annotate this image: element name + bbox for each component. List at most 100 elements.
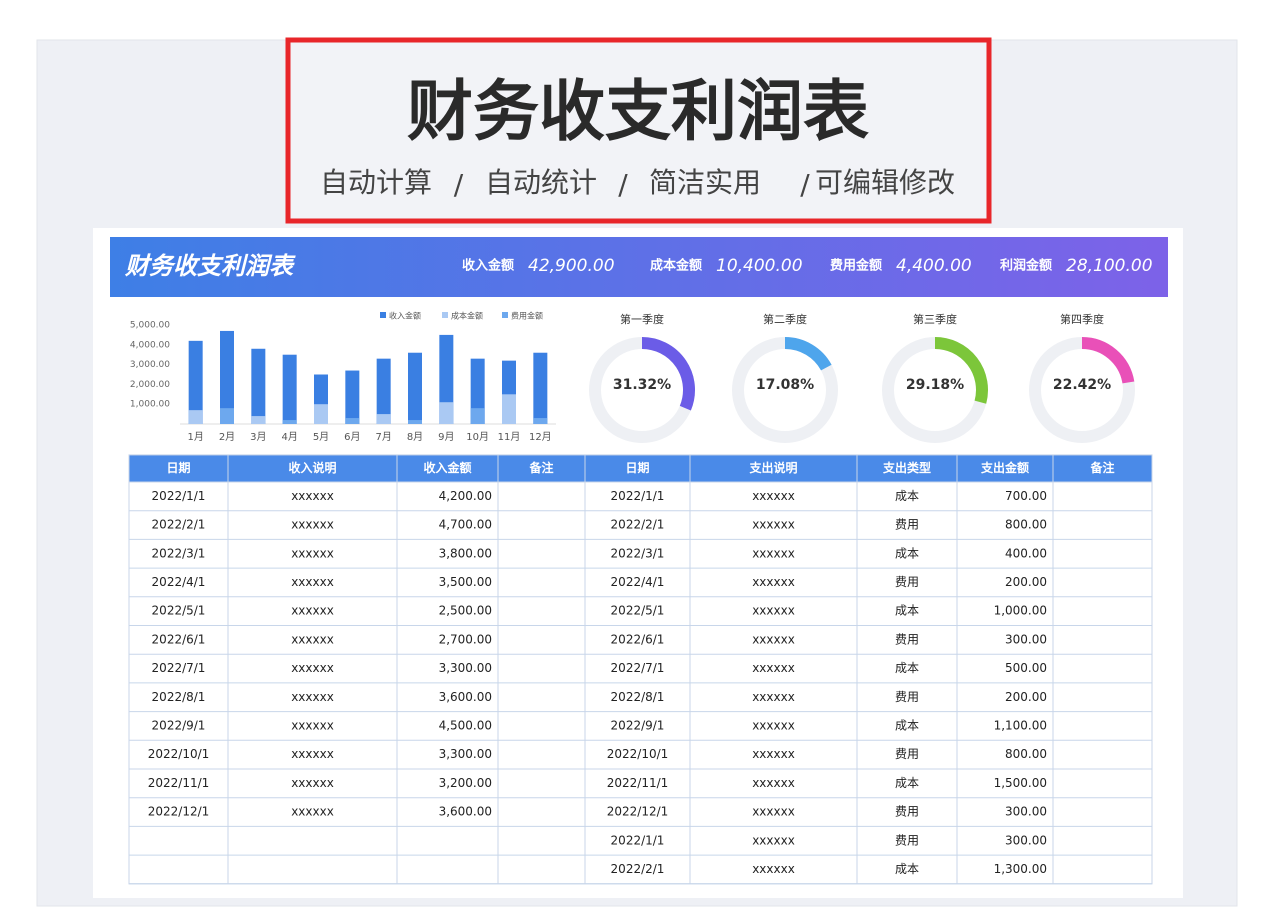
separator: /: [454, 168, 464, 201]
header-cell: 收入说明: [288, 460, 336, 475]
bar: [251, 348, 266, 424]
bar: [533, 418, 548, 424]
cell: 费用: [895, 690, 919, 704]
separator: /: [800, 168, 810, 201]
cell: 4,200.00: [439, 489, 492, 503]
cell: 2022/1/1: [611, 833, 665, 847]
header-cell: 收入金额: [423, 460, 471, 475]
bar: [220, 408, 234, 424]
cell: xxxxxx: [752, 862, 795, 876]
bar: [188, 340, 203, 424]
cell: 2022/6/1: [152, 632, 206, 646]
cell: xxxxxx: [752, 575, 795, 589]
cell: xxxxxx: [291, 518, 334, 532]
x-tick-label: 5月: [313, 431, 329, 443]
bar: [188, 410, 203, 424]
legend-label: 收入金额: [389, 311, 421, 321]
cell: 成本: [895, 776, 919, 790]
cell: 2022/5/1: [611, 604, 665, 618]
cell: 3,200.00: [439, 776, 492, 790]
legend-swatch: [380, 312, 386, 318]
cell: 300.00: [1005, 632, 1047, 646]
cell: xxxxxx: [752, 805, 795, 819]
header-cell: 日期: [166, 460, 190, 475]
feature: 自动统计: [485, 166, 597, 199]
cell: 成本: [895, 661, 919, 675]
donut-title: 第三季度: [913, 312, 957, 326]
summary-value: 28,100.00: [1066, 256, 1153, 276]
bar: [345, 370, 360, 424]
cell: xxxxxx: [752, 747, 795, 761]
header-cell: 日期: [625, 460, 649, 475]
cell: 2022/2/1: [611, 862, 665, 876]
cell: 2,700.00: [439, 632, 492, 646]
legend-swatch: [502, 312, 508, 318]
cell: xxxxxx: [291, 604, 334, 618]
donut-title: 第一季度: [620, 312, 664, 326]
donut-label: 29.18%: [906, 377, 964, 393]
bar: [439, 334, 454, 424]
cell: 500.00: [1005, 661, 1047, 675]
cell: 300.00: [1005, 833, 1047, 847]
cell: 700.00: [1005, 489, 1047, 503]
cell: 2022/9/1: [152, 718, 206, 732]
legend-label: 成本金额: [451, 311, 483, 321]
cell: 2022/6/1: [611, 632, 665, 646]
donut-arc: [934, 337, 988, 404]
title-box: [285, 37, 992, 224]
x-tick-label: 12月: [529, 431, 552, 443]
bar: [408, 352, 422, 424]
donut-arc: [784, 337, 832, 371]
cell: 2022/9/1: [611, 718, 665, 732]
bar: [439, 402, 454, 424]
bar: [470, 408, 485, 424]
cell: 费用: [895, 632, 919, 646]
cell: xxxxxx: [752, 489, 795, 503]
bar: [282, 354, 297, 424]
cell: 1,500.00: [994, 776, 1047, 790]
cell: xxxxxx: [291, 690, 334, 704]
cell: 4,500.00: [439, 718, 492, 732]
cell: xxxxxx: [752, 718, 795, 732]
summary-label: 收入金额: [462, 258, 514, 274]
cell: xxxxxx: [291, 661, 334, 675]
cell: 2022/3/1: [152, 546, 206, 560]
cell: 成本: [895, 862, 919, 876]
cell: xxxxxx: [752, 661, 795, 675]
x-tick-label: 3月: [250, 431, 266, 443]
donut-label: 17.08%: [756, 377, 814, 393]
x-tick-label: 6月: [344, 431, 360, 443]
bar: [220, 330, 234, 424]
header-cell: 支出金额: [980, 460, 1029, 475]
cell: 费用: [895, 833, 919, 847]
separator: /: [618, 168, 628, 201]
cell: 200.00: [1005, 690, 1047, 704]
cell: 成本: [895, 718, 919, 732]
x-tick-label: 1月: [187, 431, 203, 443]
cell: xxxxxx: [752, 833, 795, 847]
cell: 800.00: [1005, 518, 1047, 532]
bar: [376, 358, 391, 424]
cell: 2022/1/1: [611, 489, 665, 503]
cell: xxxxxx: [291, 805, 334, 819]
y-tick-label: 4,000.00: [130, 340, 170, 350]
cell: xxxxxx: [752, 776, 795, 790]
cell: xxxxxx: [291, 776, 334, 790]
cell: xxxxxx: [291, 575, 334, 589]
table-header: [129, 455, 1152, 482]
cell: xxxxxx: [291, 747, 334, 761]
cell: xxxxxx: [291, 718, 334, 732]
cell: 2022/2/1: [611, 518, 665, 532]
cell: 2022/2/1: [152, 518, 206, 532]
cell: xxxxxx: [752, 632, 795, 646]
cell: 2022/1/1: [152, 489, 206, 503]
summary-value: 10,400.00: [716, 256, 803, 276]
header-cell: 支出类型: [882, 460, 931, 475]
feature: 自动计算: [320, 166, 432, 199]
summary-value: 42,900.00: [528, 256, 615, 276]
cell: 3,800.00: [439, 546, 492, 560]
cell: 2022/7/1: [611, 661, 665, 675]
donut-arc: [1081, 337, 1135, 384]
cell: 2022/12/1: [607, 805, 669, 819]
